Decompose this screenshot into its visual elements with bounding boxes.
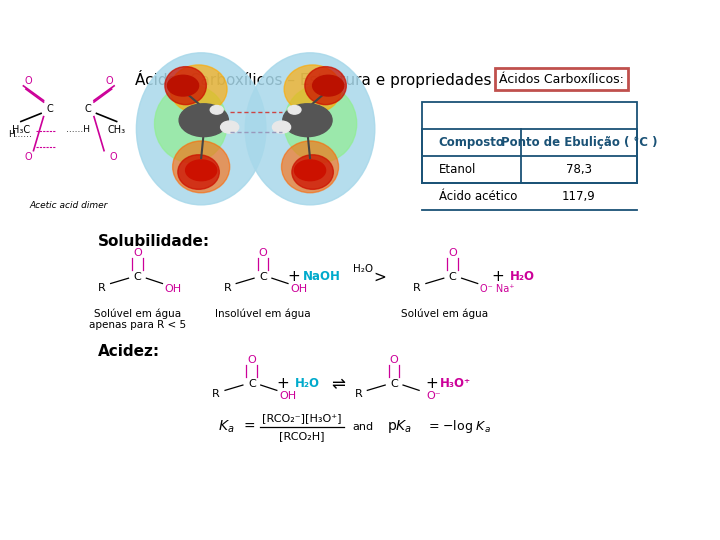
Text: Ácido acético: Ácido acético [439,190,518,204]
Text: Composto: Composto [438,136,504,149]
Text: Insolúvel em água: Insolúvel em água [215,308,311,319]
Text: Solúvel em água
apenas para R < 5: Solúvel em água apenas para R < 5 [89,308,186,330]
Ellipse shape [284,85,356,163]
Circle shape [288,105,301,114]
Text: Solubilidade:: Solubilidade: [99,234,210,249]
Text: R: R [223,282,231,293]
Circle shape [312,75,343,96]
Text: Etanol: Etanol [439,163,477,176]
Ellipse shape [155,85,227,163]
Text: O: O [109,152,117,162]
Text: O: O [248,355,256,365]
Text: H₃O⁺: H₃O⁺ [440,377,471,390]
Text: NaOH: NaOH [302,271,341,284]
Ellipse shape [282,141,338,193]
Text: $K_a$: $K_a$ [218,418,235,435]
Text: H₃C: H₃C [12,125,30,134]
Text: H₂O: H₂O [510,271,535,284]
Text: OH: OH [165,284,181,294]
Text: Acidez:: Acidez: [99,344,161,359]
Text: +: + [276,376,289,391]
Text: C: C [133,272,141,282]
Ellipse shape [136,53,266,205]
Circle shape [283,104,332,137]
Text: 117,9: 117,9 [562,190,595,204]
Text: O: O [24,152,32,162]
Text: +: + [491,269,504,285]
Ellipse shape [178,155,220,190]
Text: C: C [47,104,53,113]
Ellipse shape [173,141,230,193]
FancyBboxPatch shape [422,102,637,183]
Text: Ácidos Carboxílicos:: Ácidos Carboxílicos: [499,73,624,86]
Text: C: C [259,272,267,282]
Text: =: = [243,420,255,434]
Text: [RCO₂H]: [RCO₂H] [279,431,325,441]
Text: Solúvel em água: Solúvel em água [401,308,488,319]
Text: O: O [105,76,113,86]
Circle shape [210,105,223,114]
Text: C: C [84,104,91,113]
Text: R: R [413,282,421,293]
Text: Acetic acid dimer: Acetic acid dimer [30,201,108,210]
Text: O⁻: O⁻ [426,391,441,401]
Text: Ponto de Ebulição ( °C ): Ponto de Ebulição ( °C ) [500,136,657,149]
Text: O: O [24,76,32,86]
Text: 78,3: 78,3 [566,163,592,176]
Ellipse shape [165,66,207,105]
Text: ⇌: ⇌ [331,375,346,393]
Circle shape [179,104,228,137]
Ellipse shape [170,65,227,113]
Circle shape [220,121,239,133]
Text: H₂O: H₂O [354,264,374,274]
Text: OH: OH [279,391,296,401]
Text: H₂O: H₂O [295,377,320,390]
Text: [RCO₂⁻][H₃O⁺]: [RCO₂⁻][H₃O⁺] [262,413,342,423]
Text: H......: H...... [9,130,32,139]
Text: >: > [374,269,387,285]
Circle shape [272,121,291,133]
Text: ......H: ......H [66,125,90,134]
Ellipse shape [292,155,333,190]
Text: CH₃: CH₃ [107,125,125,134]
Text: Ácidos Carboxílicos – Estrutura e propriedades: Ácidos Carboxílicos – Estrutura e propri… [135,70,492,89]
Text: O: O [133,248,142,258]
Text: R: R [354,389,362,400]
Ellipse shape [246,53,375,205]
Circle shape [186,160,217,181]
Text: R: R [98,282,106,293]
Text: O: O [449,248,457,258]
Text: O⁻ Na⁺: O⁻ Na⁺ [480,284,515,294]
Text: C: C [248,379,256,389]
Text: O: O [390,355,398,365]
Text: R: R [212,389,220,400]
Text: +: + [425,376,438,391]
Text: OH: OH [290,284,307,294]
Text: p$K_a$: p$K_a$ [387,418,413,435]
Circle shape [168,75,199,96]
Text: = $-$log $K_a$: = $-$log $K_a$ [428,418,490,435]
Ellipse shape [305,66,346,105]
Text: C: C [449,272,456,282]
Text: C: C [390,379,398,389]
Ellipse shape [284,65,341,113]
Text: and: and [353,422,374,431]
Circle shape [294,160,325,181]
Text: +: + [287,269,300,285]
Text: O: O [258,248,267,258]
